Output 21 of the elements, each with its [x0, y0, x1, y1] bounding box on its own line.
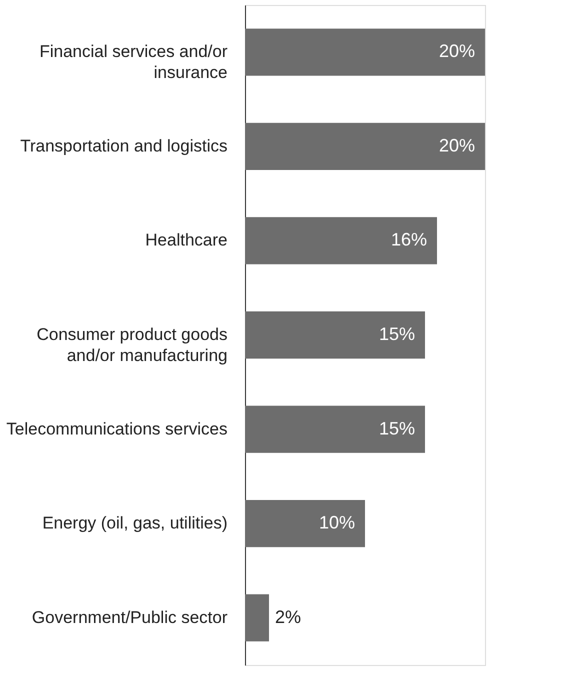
- data-label: 15%: [378, 324, 415, 344]
- data-label: 2%: [275, 606, 302, 627]
- y-tick-label: Consumer product goods and/or manufacturing: [36, 325, 228, 365]
- y-tick-label: Government/Public sector: [32, 608, 228, 627]
- data-label: 15%: [378, 418, 415, 438]
- bar: [245, 594, 269, 642]
- data-label: 10%: [318, 512, 355, 533]
- y-tick-label: Telecommunications services: [6, 419, 228, 438]
- bar: [245, 122, 485, 170]
- y-tick-label: Healthcare: [145, 230, 228, 250]
- bar: [245, 500, 365, 548]
- data-label: 20%: [438, 41, 475, 62]
- bar: [245, 28, 485, 76]
- bar: [245, 311, 425, 359]
- data-label: 20%: [438, 135, 475, 156]
- data-label: 16%: [390, 230, 427, 250]
- bar: [245, 217, 437, 264]
- y-tick-label: Transportation and logistics: [20, 136, 228, 156]
- bar: [245, 406, 425, 453]
- y-tick-label: Financial services and/or insurance: [39, 42, 228, 82]
- y-tick-label: Energy (oil, gas, utilities): [42, 514, 228, 533]
